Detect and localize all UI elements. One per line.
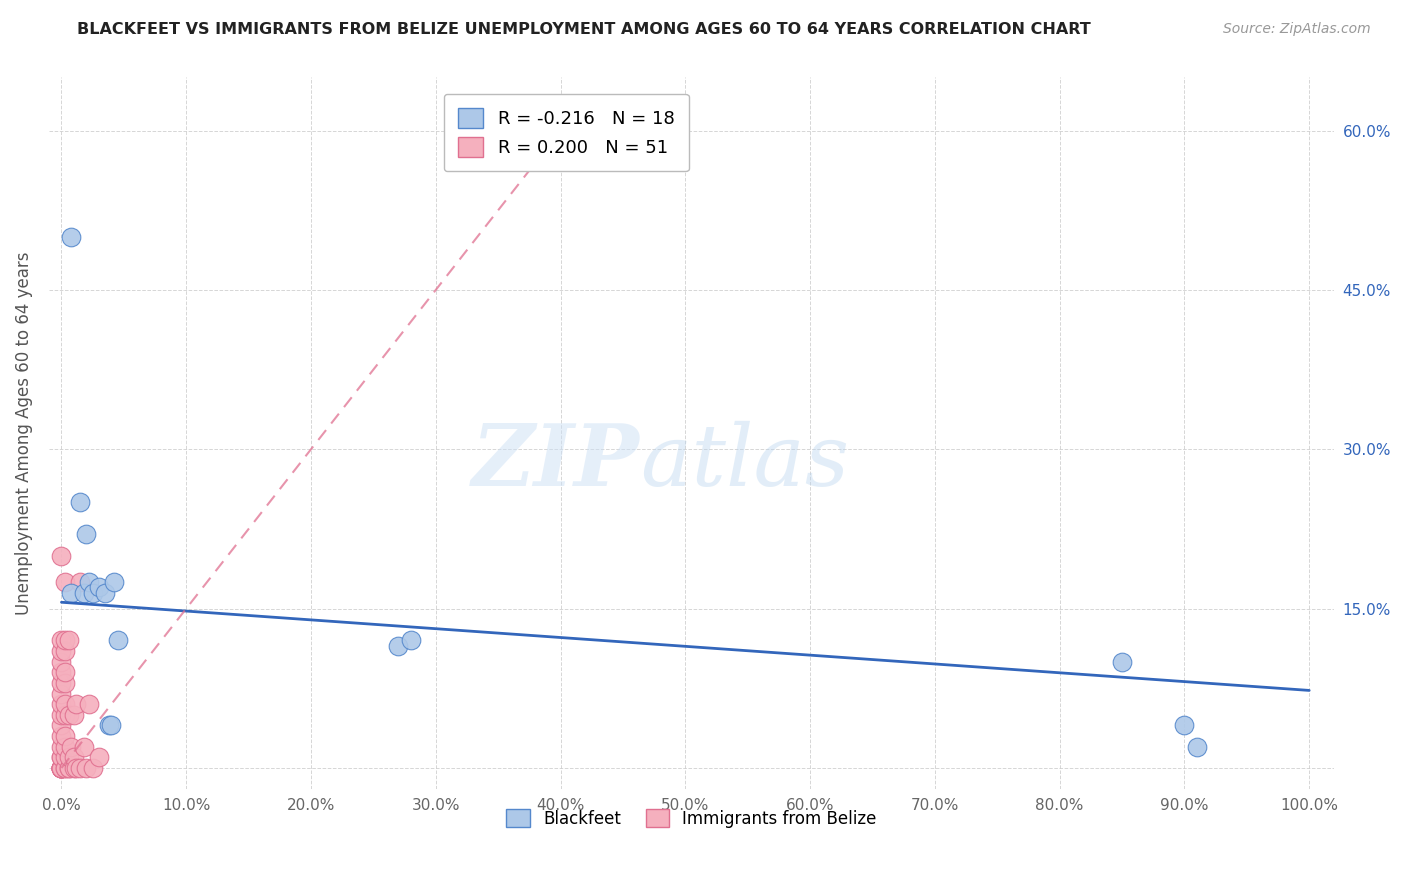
Point	[53, 707, 76, 722]
Point	[69, 495, 91, 509]
Point	[53, 575, 76, 590]
Point	[51, 761, 73, 775]
Point	[1111, 655, 1133, 669]
Text: Source: ZipAtlas.com: Source: ZipAtlas.com	[1223, 22, 1371, 37]
Legend: Blackfeet, Immigrants from Belize: Blackfeet, Immigrants from Belize	[499, 802, 883, 834]
Point	[65, 761, 87, 775]
Point	[58, 633, 80, 648]
Point	[107, 633, 129, 648]
Point	[51, 676, 73, 690]
Point	[63, 707, 86, 722]
Point	[53, 676, 76, 690]
Point	[51, 687, 73, 701]
Point	[51, 729, 73, 743]
Point	[53, 761, 76, 775]
Point	[51, 644, 73, 658]
Point	[100, 718, 122, 732]
Point	[53, 761, 76, 775]
Point	[51, 718, 73, 732]
Point	[53, 633, 76, 648]
Point	[69, 761, 91, 775]
Point	[51, 750, 73, 764]
Point	[51, 739, 73, 754]
Point	[58, 761, 80, 775]
Point	[53, 644, 76, 658]
Point	[60, 585, 83, 599]
Point	[51, 761, 73, 775]
Point	[51, 750, 73, 764]
Point	[51, 655, 73, 669]
Point	[58, 707, 80, 722]
Point	[82, 585, 104, 599]
Point	[73, 739, 96, 754]
Point	[63, 750, 86, 764]
Point	[1173, 718, 1195, 732]
Point	[399, 633, 422, 648]
Point	[73, 585, 96, 599]
Point	[53, 697, 76, 711]
Point	[65, 697, 87, 711]
Point	[51, 665, 73, 680]
Point	[58, 761, 80, 775]
Point	[51, 761, 73, 775]
Point	[87, 750, 110, 764]
Point	[75, 761, 97, 775]
Text: ZIP: ZIP	[472, 420, 640, 504]
Point	[53, 729, 76, 743]
Point	[60, 739, 83, 754]
Point	[77, 697, 100, 711]
Text: atlas: atlas	[640, 420, 849, 503]
Point	[51, 761, 73, 775]
Point	[51, 697, 73, 711]
Point	[82, 761, 104, 775]
Point	[103, 575, 125, 590]
Point	[75, 527, 97, 541]
Point	[51, 761, 73, 775]
Point	[1185, 739, 1208, 754]
Point	[51, 707, 73, 722]
Point	[87, 580, 110, 594]
Point	[53, 665, 76, 680]
Point	[58, 750, 80, 764]
Point	[51, 633, 73, 648]
Point	[63, 761, 86, 775]
Point	[94, 585, 117, 599]
Point	[60, 229, 83, 244]
Point	[51, 761, 73, 775]
Text: BLACKFEET VS IMMIGRANTS FROM BELIZE UNEMPLOYMENT AMONG AGES 60 TO 64 YEARS CORRE: BLACKFEET VS IMMIGRANTS FROM BELIZE UNEM…	[77, 22, 1091, 37]
Point	[387, 639, 409, 653]
Point	[97, 718, 120, 732]
Point	[77, 575, 100, 590]
Point	[53, 739, 76, 754]
Point	[69, 575, 91, 590]
Y-axis label: Unemployment Among Ages 60 to 64 years: Unemployment Among Ages 60 to 64 years	[15, 252, 32, 615]
Point	[51, 549, 73, 563]
Point	[53, 750, 76, 764]
Point	[51, 761, 73, 775]
